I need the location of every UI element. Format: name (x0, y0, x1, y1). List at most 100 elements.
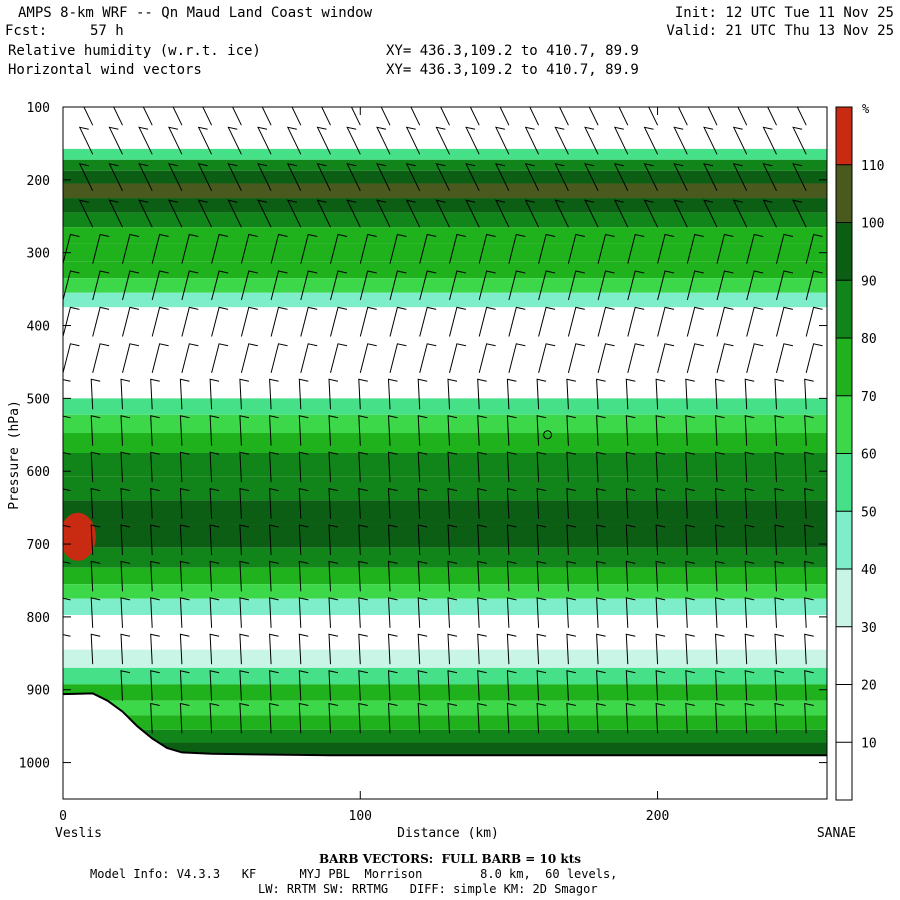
wind-barb (648, 107, 659, 126)
wind-barb (643, 199, 659, 228)
wind-barb (150, 415, 160, 446)
wind-barb (657, 270, 675, 301)
wind-barb (703, 126, 718, 155)
wind-barb (389, 233, 407, 264)
wind-barb (536, 560, 547, 592)
wind-barb (78, 199, 94, 228)
wind-barb (300, 233, 318, 264)
rh-band (63, 243, 827, 262)
wind-barb (179, 597, 190, 628)
wind-barb (328, 560, 339, 592)
wind-barb (655, 702, 666, 734)
wind-barb (328, 378, 339, 410)
wind-barb (685, 415, 695, 446)
wind-barb (774, 487, 785, 519)
wind-barb (714, 702, 725, 734)
wind-barb (358, 415, 368, 446)
wind-barb (108, 126, 123, 155)
rh-band (63, 380, 827, 399)
wind-barb (776, 233, 794, 264)
wind-barb (792, 199, 807, 228)
rh-band (63, 567, 827, 585)
colorbar-swatch (836, 280, 852, 338)
colorbar-swatch (836, 742, 852, 800)
wind-barb (477, 670, 487, 701)
wind-barb (328, 415, 339, 446)
wind-barb (686, 270, 704, 301)
wind-barb (596, 560, 606, 592)
y-tick-label: 200 (27, 174, 50, 189)
cross-section-xy-1: XY= 436.3,109.2 to 410.7, 89.9 (386, 43, 639, 59)
wind-barb (774, 560, 785, 592)
rh-band (63, 307, 827, 328)
y-tick-label: 1000 (19, 757, 50, 772)
wind-barb (417, 560, 428, 592)
wind-barb (762, 163, 777, 192)
wind-barb (714, 415, 725, 446)
wind-barb (417, 597, 428, 628)
wind-barb (239, 702, 250, 734)
wind-barb (181, 306, 199, 337)
wind-barb (792, 126, 807, 155)
wind-barb (524, 126, 540, 155)
wind-barb (477, 487, 487, 519)
wind-barb (744, 670, 755, 701)
wind-barb (744, 633, 755, 665)
calm-wind-marker (543, 430, 553, 440)
wind-barb (792, 163, 807, 192)
rh-band (63, 212, 827, 228)
wind-barb (597, 343, 615, 374)
wind-barb (417, 633, 428, 665)
wind-barb (328, 670, 339, 701)
wind-barb (596, 633, 606, 665)
wind-barb (508, 233, 526, 264)
wind-barb (63, 226, 64, 228)
wind-barb (477, 524, 487, 556)
wind-barb (209, 633, 220, 665)
rh-band (63, 107, 827, 115)
wind-barb (269, 524, 279, 556)
wind-barb (627, 343, 645, 374)
wind-barb (435, 199, 450, 228)
rh-band (63, 261, 827, 279)
wind-barb (536, 451, 547, 483)
valid-time: Valid: 21 UTC Thu 13 Nov 25 (666, 23, 894, 39)
wind-barb (625, 487, 636, 519)
wind-barb (655, 597, 666, 628)
wind-barb (625, 415, 636, 446)
wind-barb (358, 378, 368, 410)
wind-barb (63, 306, 80, 337)
terrain-line (63, 692, 827, 757)
wind-barb (120, 378, 131, 410)
wind-barb (596, 524, 606, 556)
wind-barb (714, 560, 725, 592)
wind-barb (685, 487, 695, 519)
rh-band (63, 598, 827, 616)
wind-barb (685, 702, 695, 734)
wind-barb (685, 597, 695, 628)
wind-barb (63, 153, 64, 155)
rh-band (63, 667, 827, 685)
wind-barb (465, 199, 480, 228)
colorbar-swatch (836, 164, 852, 223)
wind-barb (627, 270, 645, 301)
wind-barb (286, 163, 302, 192)
wind-barb (744, 597, 755, 628)
wind-barb (805, 270, 823, 301)
wind-barb (499, 107, 510, 126)
colorbar-swatch (836, 626, 852, 685)
wind-barb (643, 126, 659, 155)
rh-band (63, 292, 827, 308)
wind-barb (209, 451, 220, 483)
wind-barb (90, 487, 101, 519)
wind-barb (90, 451, 101, 483)
rh-band (63, 700, 827, 716)
wind-barb (358, 633, 368, 665)
wind-barb (804, 670, 814, 701)
rh-band (63, 615, 827, 632)
wind-barb (805, 343, 823, 374)
wind-barb (181, 233, 199, 264)
wind-barb (655, 415, 666, 446)
wind-barb (239, 415, 250, 446)
wind-barb (686, 233, 704, 264)
